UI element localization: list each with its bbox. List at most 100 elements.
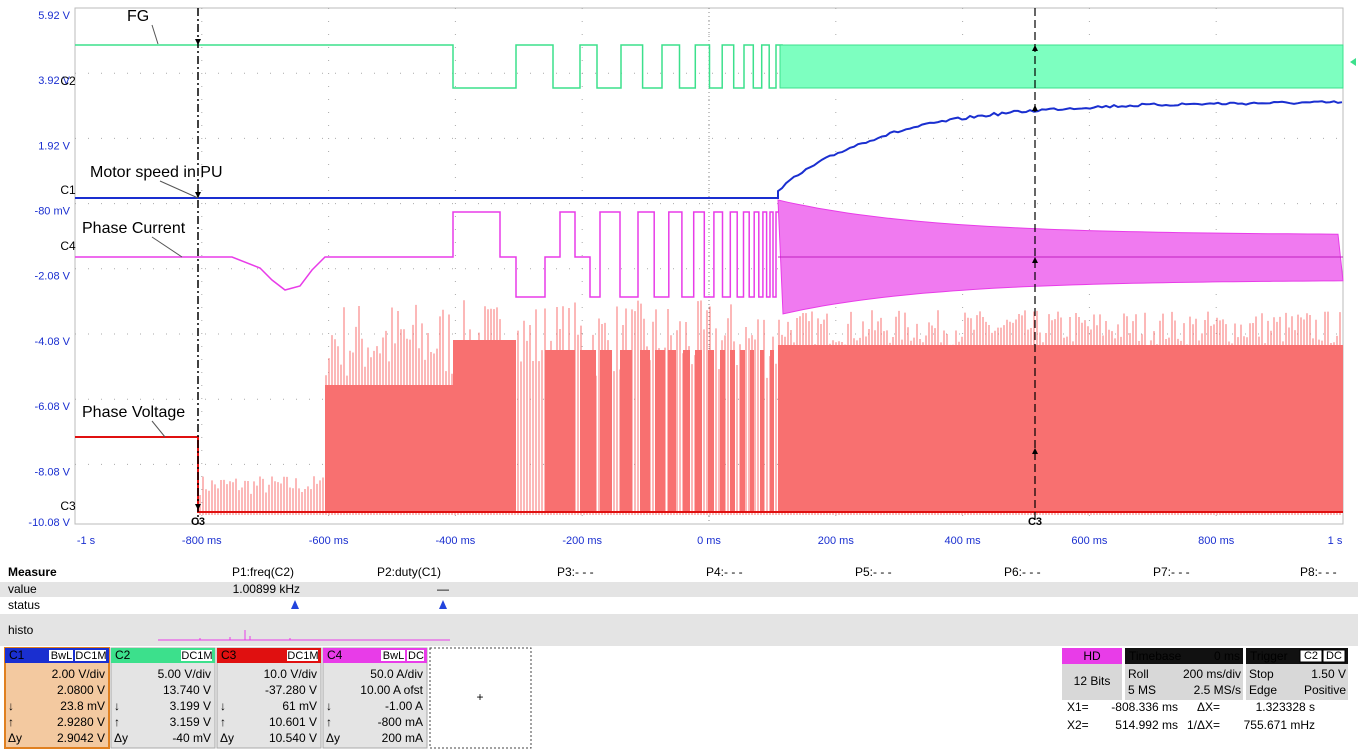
measure-header: P4:- - - xyxy=(706,565,743,579)
channel-symbol: ↓ xyxy=(8,699,14,713)
channel-marker: C3 xyxy=(60,499,76,513)
trigger-label: Edge xyxy=(1249,683,1277,697)
channel-value: 2.9280 V xyxy=(57,715,105,729)
channel-tag xyxy=(407,650,424,661)
channel-marker: C2 xyxy=(60,74,76,88)
channel-panel[interactable] xyxy=(322,647,428,749)
trigger-tag-text: DC xyxy=(1326,650,1342,662)
cursor-label: C3 xyxy=(1028,516,1042,528)
cursor-marker xyxy=(195,192,201,198)
y-axis-label: -2.08 V xyxy=(35,271,71,283)
channel-tag-text: BwL xyxy=(383,650,404,662)
channel-value: 13.740 V xyxy=(163,683,211,697)
trigger-value: 1.50 V xyxy=(1311,667,1346,681)
channel-tag-text: DC xyxy=(408,650,424,662)
annotation: FG xyxy=(127,8,149,25)
measure-header: P8:- - - xyxy=(1300,565,1337,579)
acq-header xyxy=(1062,648,1122,664)
y-axis-label: -8.08 V xyxy=(35,466,71,478)
measure-header: P2:duty(C1) xyxy=(377,565,441,579)
channel-tag-text: DC1M xyxy=(181,650,212,662)
cursor-readout-label: 1/ΔX= xyxy=(1187,718,1220,732)
acq-bits: 12 Bits xyxy=(1074,674,1111,688)
measure-header: P3:- - - xyxy=(557,565,594,579)
channel-value: 50.0 A/div xyxy=(370,667,423,681)
x-axis-label: 200 ms xyxy=(818,535,855,547)
channel-value: 3.159 V xyxy=(170,715,211,729)
channel-name: C3 xyxy=(221,648,237,662)
fg-trace xyxy=(75,44,783,89)
fg-band xyxy=(779,44,1344,89)
timebase-label: 5 MS xyxy=(1128,683,1156,697)
channel-tag-text: DC1M xyxy=(287,650,318,662)
channel-tag xyxy=(181,650,212,661)
channel-name: C2 xyxy=(115,648,131,662)
channel-value: -40 mV xyxy=(172,731,211,745)
trigger-level-marker xyxy=(1350,58,1356,66)
channel-panel[interactable] xyxy=(110,647,216,749)
channel-symbol: ↑ xyxy=(114,715,120,729)
y-axis-label: -10.08 V xyxy=(28,517,70,529)
measure-header: P7:- - - xyxy=(1153,565,1190,579)
cursor-readout-label: X1= xyxy=(1067,700,1089,714)
channel-value: -1.00 A xyxy=(385,699,423,713)
timebase-label: Roll xyxy=(1128,667,1149,681)
x-axis-label: 400 ms xyxy=(945,535,982,547)
trigger-tag xyxy=(1322,649,1346,663)
channel-value: 23.8 mV xyxy=(60,699,105,713)
trigger-label: Stop xyxy=(1249,667,1274,681)
channel-tag-text: BwL xyxy=(51,650,72,662)
channel-value: 10.601 V xyxy=(269,715,317,729)
timebase-value: 2.5 MS/s xyxy=(1194,683,1241,697)
channel-value: -800 mA xyxy=(378,715,423,729)
annotation: Motor speed in PU xyxy=(90,164,223,181)
phase-voltage-burst xyxy=(760,350,764,513)
channel-name: C1 xyxy=(9,648,25,662)
x-axis-label: -400 ms xyxy=(436,535,476,547)
channel-panel[interactable] xyxy=(216,647,322,749)
add-channel-box[interactable] xyxy=(429,647,532,749)
cursor-readout-value: 1.323328 s xyxy=(1256,700,1315,714)
measure-header: Measure xyxy=(8,565,57,579)
x-axis-label: -200 ms xyxy=(562,535,602,547)
x-axis-label: 600 ms xyxy=(1071,535,1108,547)
channel-value: 2.0800 V xyxy=(57,683,105,697)
cursor-marker xyxy=(195,39,201,45)
channel-symbol: Δy xyxy=(8,731,22,745)
phase-voltage-burst xyxy=(730,350,735,513)
channel-symbol: ↓ xyxy=(326,699,332,713)
x-axis-label: -600 ms xyxy=(309,535,349,547)
channel-tag xyxy=(49,650,73,661)
channel-value: 10.0 V/div xyxy=(264,667,317,681)
y-axis-label: -4.08 V xyxy=(35,336,71,348)
status-icon xyxy=(439,600,447,609)
channel-symbol: ↑ xyxy=(326,715,332,729)
phase-current-trace xyxy=(75,211,779,298)
cursor-label: C3 xyxy=(191,516,205,528)
trigger-tag xyxy=(1299,649,1323,663)
add-channel-icon: + xyxy=(476,690,483,704)
measure-row xyxy=(0,582,1358,597)
cursor-marker xyxy=(1032,105,1038,111)
cursor-readout-value: 755.671 mHz xyxy=(1244,718,1315,732)
annotation-leader xyxy=(159,180,199,199)
channel-value: 5.00 V/div xyxy=(158,667,211,681)
channel-value: 3.199 V xyxy=(170,699,211,713)
y-axis-label: 5.92 V xyxy=(38,10,70,22)
timebase-header xyxy=(1125,648,1243,664)
cursor-readout-value: -808.336 ms xyxy=(1111,700,1178,714)
channel-panel[interactable] xyxy=(4,647,110,749)
acq-mode: HD xyxy=(1083,649,1101,663)
measure-header: P6:- - - xyxy=(1004,565,1041,579)
annotation: Phase Voltage xyxy=(82,404,185,421)
channel-value: 10.540 V xyxy=(269,731,317,745)
motor-speed-trace xyxy=(75,100,1343,199)
x-axis-label: 1 s xyxy=(1328,535,1343,547)
channel-value: 2.00 V/div xyxy=(52,667,105,681)
channel-marker: C1 xyxy=(60,183,76,197)
channel-value: 200 mA xyxy=(382,731,423,745)
measure-row xyxy=(0,614,1358,646)
channel-value: 10.00 A ofst xyxy=(360,683,423,697)
phase-voltage-burst xyxy=(708,350,714,513)
